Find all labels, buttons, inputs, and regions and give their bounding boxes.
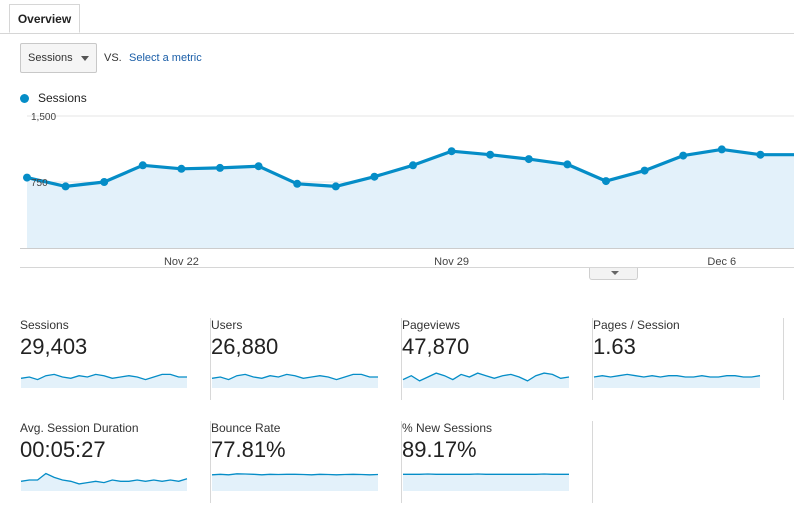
scorecard-name: Pageviews [402,318,461,332]
scorecard-value: 77.81% [211,437,286,462]
scorecard-sparkline [20,472,188,491]
scorecard-name: Pages / Session [593,318,680,332]
data-point [756,150,765,159]
data-point [563,160,572,169]
scorecard[interactable]: Users 26,880 [211,318,402,400]
sparkline-line [593,373,761,378]
select-metric-link[interactable]: Select a metric [129,52,202,64]
scorecard[interactable]: Sessions 29,403 [20,318,211,400]
data-point [293,179,302,188]
sparkline-line [211,473,379,476]
data-point [370,172,379,181]
scorecard-name: Bounce Rate [211,421,281,435]
scorecard[interactable]: Pageviews 47,870 [402,318,593,400]
sparkline-area [403,474,569,491]
scorecard-sparkline [211,373,378,388]
scorecard-name: Users [211,318,243,332]
caret-down-icon [611,271,619,275]
data-point [331,182,340,191]
data-point [679,151,688,160]
scorecard[interactable]: % New Sessions 89.17% [402,421,593,503]
tab-bar: Overview [0,0,794,34]
data-point [486,150,495,159]
data-point [61,182,70,191]
data-point [409,161,417,170]
series-line-sessions [26,147,794,189]
data-point [717,145,726,154]
sparkline-area [403,373,569,388]
scorecard-name: % New Sessions [402,421,493,435]
scorecard-value: 47,870 [402,334,470,359]
scorecard-sparkline [20,373,187,388]
chevron-down-icon [81,56,89,61]
data-point [100,178,109,186]
y-tick-label: 1,500 [31,112,56,123]
data-point [447,147,456,156]
metric-select[interactable]: Sessions [20,43,97,73]
data-point [524,155,533,164]
data-point [23,173,31,182]
x-tick-label: Dec 6 [707,256,736,268]
sparkline-area [212,473,378,491]
scorecard[interactable]: Bounce Rate 77.81% [211,421,402,503]
scorecard-sparkline [593,373,761,388]
scorecard[interactable]: Avg. Session Duration 00:05:27 [20,421,211,503]
scorecard-sparkline [403,473,569,491]
sparkline-line [20,373,187,381]
sparkline-area [594,374,760,388]
chart-collapse-handle[interactable] [589,268,638,280]
scorecard-value: 26,880 [211,334,279,359]
data-point [138,161,147,170]
scorecard-sparkline [211,473,379,491]
data-point [254,162,263,171]
sessions-chart[interactable]: 1,500 750 Nov 22 Nov 29 Dec 6 [0,108,794,268]
scorecard-name: Sessions [20,318,69,332]
scorecard-name: Avg. Session Duration [20,421,139,435]
data-point [640,166,649,175]
data-point [177,164,186,173]
scorecard-value: 89.17% [402,437,477,462]
legend-dot-icon [20,94,29,103]
data-point [216,163,224,172]
metric-select-value: Sessions [28,52,73,64]
sparkline-line [211,373,378,381]
vs-label: VS. [104,52,122,64]
area-fill [27,149,794,248]
tab-overview[interactable]: Overview [9,4,80,33]
x-tick-label: Nov 22 [164,256,199,268]
x-tick-label: Nov 29 [434,256,469,268]
legend-label: Sessions [38,91,87,105]
scorecard[interactable]: Pages / Session 1.63 [593,318,784,400]
y-tick-label: 750 [31,178,48,189]
sparkline-area [21,374,187,388]
sparkline-area [21,473,187,491]
scorecard-value: 1.63 [593,334,636,359]
data-point [602,177,610,186]
scorecard-value: 00:05:27 [20,437,106,462]
sparkline-line [20,472,188,485]
scorecard-sparkline [402,372,570,388]
scorecard-value: 29,403 [20,334,88,359]
sparkline-area [212,374,378,388]
sparkline-line [402,372,570,382]
